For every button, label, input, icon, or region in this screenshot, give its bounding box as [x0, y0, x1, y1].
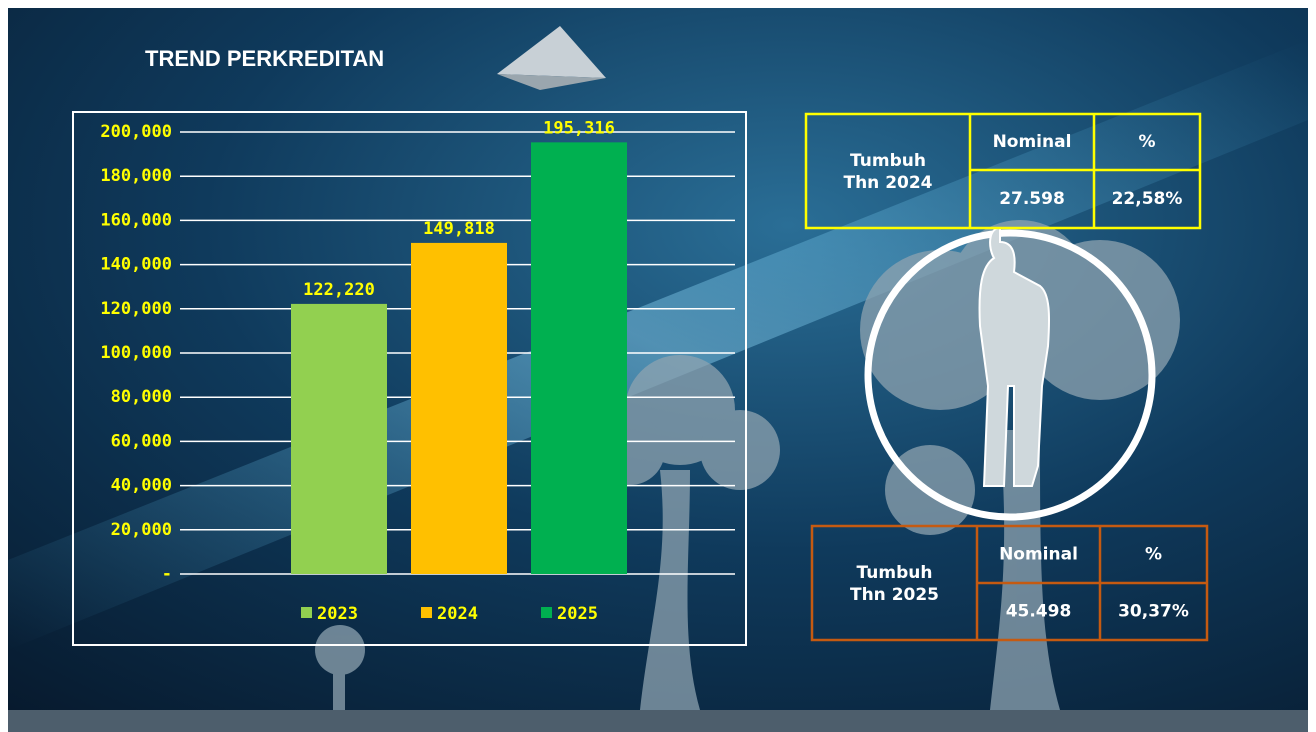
row-label: Tumbuh — [850, 151, 926, 171]
bar — [531, 142, 627, 574]
column-header: % — [1145, 545, 1162, 565]
bottom-band — [8, 710, 1308, 732]
row-label: Thn 2025 — [850, 585, 939, 605]
table-value: 45.498 — [1006, 602, 1072, 622]
legend-label: 2025 — [557, 604, 598, 624]
slide: TREND PERKREDITAN - 20,000 40,000 60,000 80,… — [0, 0, 1316, 732]
value-label: 149,818 — [423, 219, 495, 239]
y-tick-label: 160,000 — [100, 210, 172, 230]
row-label: Thn 2024 — [843, 173, 932, 193]
legend-swatch — [301, 607, 312, 618]
column-header: Nominal — [999, 545, 1078, 565]
bar — [411, 243, 507, 574]
bar — [291, 304, 387, 574]
row-label: Tumbuh — [857, 563, 933, 583]
legend-label: 2024 — [437, 604, 478, 624]
y-tick-label: 180,000 — [100, 166, 172, 186]
y-tick-label: 140,000 — [100, 255, 172, 275]
column-header: % — [1138, 132, 1155, 152]
column-header: Nominal — [993, 132, 1072, 152]
y-tick-label: 120,000 — [100, 299, 172, 319]
chart-title: TREND PERKREDITAN — [145, 46, 384, 71]
y-tick-label: 40,000 — [111, 476, 172, 496]
y-tick-label: 60,000 — [111, 431, 172, 451]
legend-swatch — [541, 607, 552, 618]
y-tick-label: - — [162, 564, 172, 584]
y-tick-label: 200,000 — [100, 122, 172, 142]
table-value: 22,58% — [1112, 189, 1183, 209]
table-value: 27.598 — [999, 189, 1065, 209]
y-tick-label: 80,000 — [111, 387, 172, 407]
table-value: 30,37% — [1118, 602, 1189, 622]
legend-swatch — [421, 607, 432, 618]
y-tick-label: 100,000 — [100, 343, 172, 363]
value-label: 122,220 — [303, 280, 375, 300]
value-label: 195,316 — [543, 118, 615, 138]
y-tick-label: 20,000 — [111, 520, 172, 540]
legend-label: 2023 — [317, 604, 358, 624]
